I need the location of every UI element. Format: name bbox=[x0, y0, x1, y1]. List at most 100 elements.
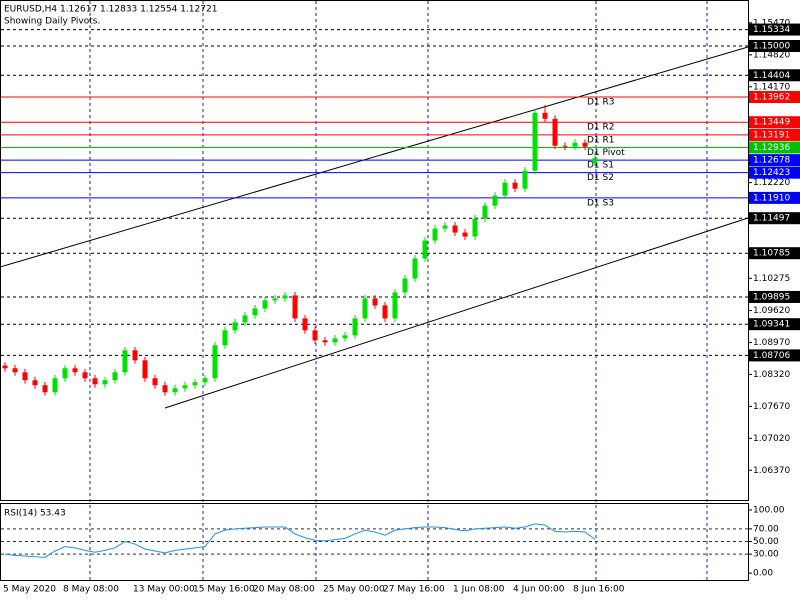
level-tag-label: 1.15000 bbox=[753, 41, 790, 51]
candle-body bbox=[532, 112, 538, 171]
candle-body bbox=[122, 350, 128, 373]
candle-body bbox=[432, 228, 438, 241]
candle-body bbox=[132, 350, 138, 361]
y-tick-label: 1.14820 bbox=[753, 50, 790, 60]
candle-body bbox=[402, 278, 408, 293]
level-tag bbox=[749, 290, 800, 303]
candle-body bbox=[362, 298, 368, 319]
pivot-tag bbox=[749, 191, 800, 204]
y-tick-label: 1.10275 bbox=[753, 274, 790, 284]
y-tick-label: 1.12220 bbox=[753, 178, 790, 188]
level-tag bbox=[749, 212, 800, 225]
level-tag-label: 1.08706 bbox=[753, 351, 790, 361]
y-tick-label: 1.08320 bbox=[753, 370, 790, 380]
rsi-line bbox=[4, 523, 596, 558]
candle-body bbox=[262, 300, 268, 309]
candle-body bbox=[312, 330, 318, 341]
x-tick-label: 15 May 16:00 bbox=[193, 585, 255, 595]
x-tick-label: 13 May 00:00 bbox=[133, 585, 195, 595]
candle-body bbox=[542, 112, 548, 119]
channel-upper bbox=[0, 46, 749, 268]
candle-body bbox=[42, 385, 48, 393]
pivot-name: D1 S2 bbox=[587, 173, 614, 183]
candle-body bbox=[522, 170, 528, 189]
rsi-tick-label: 100.00 bbox=[753, 505, 785, 515]
pivot-tag-label: 1.13191 bbox=[753, 130, 790, 140]
rsi-tick-label: 30.00 bbox=[753, 550, 779, 560]
pivot-tag-label: 1.12423 bbox=[753, 168, 790, 178]
candle-body bbox=[472, 218, 478, 237]
candle-body bbox=[442, 225, 448, 229]
level-tag bbox=[749, 69, 800, 82]
pivot-tag bbox=[749, 166, 800, 179]
x-tick-label: 5 May 2020 bbox=[3, 585, 56, 595]
candle-body bbox=[352, 318, 358, 336]
candle-body bbox=[582, 142, 588, 147]
level-tag bbox=[749, 247, 800, 260]
candle-body bbox=[382, 305, 388, 319]
level-tag-label: 1.10785 bbox=[753, 249, 790, 259]
candle-body bbox=[592, 158, 598, 164]
candle-body bbox=[292, 295, 298, 319]
candle-body bbox=[372, 298, 378, 306]
chart-title: EURUSD,H4 1.12617 1.12833 1.12554 1.1272… bbox=[4, 5, 217, 15]
pivot-tag bbox=[749, 154, 800, 167]
level-tag-label: 1.09341 bbox=[753, 320, 790, 330]
candle-body bbox=[512, 182, 518, 189]
candle-body bbox=[452, 225, 458, 233]
candle-body bbox=[162, 385, 168, 393]
level-tag-label: 1.11497 bbox=[753, 214, 790, 224]
candle-body bbox=[182, 385, 188, 389]
candle-body bbox=[12, 368, 18, 373]
chart-subtitle: Showing Daily Pivots. bbox=[4, 17, 100, 27]
candle-body bbox=[482, 205, 488, 219]
pivot-tag bbox=[749, 91, 800, 104]
x-tick-label: 25 May 00:00 bbox=[323, 585, 385, 595]
pivot-tag bbox=[749, 116, 800, 129]
pivot-tag bbox=[749, 141, 800, 154]
y-tick-label: 1.15470 bbox=[753, 18, 790, 28]
x-tick-label: 8 Jun 16:00 bbox=[573, 585, 625, 595]
level-tag bbox=[749, 349, 800, 362]
candle-body bbox=[502, 182, 508, 196]
pivot-name: D1 Pivot bbox=[587, 148, 625, 158]
candle-body bbox=[282, 295, 288, 299]
y-tick-label: 1.07020 bbox=[753, 434, 790, 444]
candle-body bbox=[322, 340, 328, 343]
x-tick-label: 1 Jun 08:00 bbox=[453, 585, 505, 595]
pivot-tag-label: 1.13449 bbox=[753, 118, 790, 128]
pivot-name: D1 S1 bbox=[587, 161, 614, 171]
rsi-tick-label: 0.00 bbox=[753, 569, 773, 579]
candle-body bbox=[112, 372, 118, 381]
candle-body bbox=[332, 338, 338, 343]
candle-body bbox=[92, 378, 98, 385]
y-tick-label: 1.14170 bbox=[753, 82, 790, 92]
x-tick-label: 8 May 08:00 bbox=[63, 585, 119, 595]
x-tick-label: 27 May 16:00 bbox=[383, 585, 445, 595]
candle-body bbox=[102, 380, 108, 385]
level-tag bbox=[749, 318, 800, 331]
candle-body bbox=[242, 315, 248, 323]
candle-body bbox=[82, 372, 88, 379]
candle-body bbox=[172, 388, 178, 393]
pivot-tag-label: 1.12936 bbox=[753, 143, 790, 153]
candle-body bbox=[342, 335, 348, 339]
candle-body bbox=[302, 318, 308, 331]
candle-body bbox=[62, 368, 68, 379]
candle-body bbox=[22, 372, 28, 381]
candle-body bbox=[422, 240, 428, 259]
y-tick-label: 1.07670 bbox=[753, 402, 790, 412]
candle-body bbox=[72, 368, 78, 373]
candle-body bbox=[492, 195, 498, 206]
candle-body bbox=[52, 378, 58, 393]
pivot-name: D1 R3 bbox=[587, 98, 615, 108]
candle-body bbox=[2, 365, 8, 369]
level-tag bbox=[749, 39, 800, 52]
x-tick-label: 20 May 08:00 bbox=[253, 585, 315, 595]
candle-body bbox=[392, 292, 398, 319]
candle-body bbox=[152, 378, 158, 386]
level-tag bbox=[749, 23, 800, 36]
candle-body bbox=[412, 258, 418, 279]
candle-body bbox=[462, 232, 468, 237]
